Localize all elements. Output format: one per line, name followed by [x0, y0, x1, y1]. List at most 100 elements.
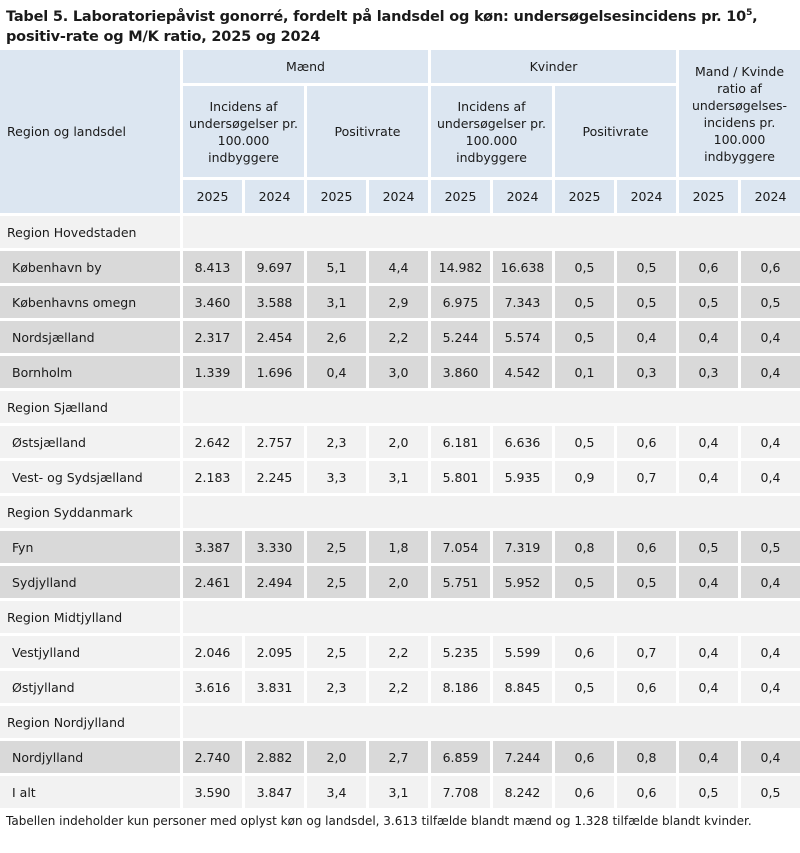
value-cell: 0,1 [555, 356, 614, 388]
value-cell: 0,9 [555, 461, 614, 493]
value-cell: 1.696 [245, 356, 304, 388]
value-cell: 5.801 [431, 461, 490, 493]
value-cell: 7.054 [431, 531, 490, 563]
value-cell: 1.339 [183, 356, 242, 388]
landsdel-name: Nordsjælland [0, 321, 180, 353]
value-cell: 2.454 [245, 321, 304, 353]
value-cell: 5.952 [493, 566, 552, 598]
header-maend-incidens: Incidens af undersøgelser pr. 100.000 in… [183, 86, 304, 177]
header-kvinder: Kvinder [431, 50, 676, 83]
value-cell: 0,4 [307, 356, 366, 388]
value-cell: 2.317 [183, 321, 242, 353]
header-ratio: Mand / Kvinde ratio af undersøgelses-inc… [679, 50, 800, 177]
landsdel-name: København by [0, 251, 180, 283]
value-cell: 2,9 [369, 286, 428, 318]
value-cell: 6.859 [431, 741, 490, 773]
landsdel-name: Vest- og Sydsjælland [0, 461, 180, 493]
value-cell: 3,1 [369, 776, 428, 808]
table-row: Østsjælland 2.642 2.757 2,3 2,0 6.181 6.636 0,5… [0, 426, 800, 458]
table-row: Sydjylland 2.461 2.494 2,5 2,0 5.751 5.952 0,5 0… [0, 566, 800, 598]
value-cell: 0,5 [741, 776, 800, 808]
table-row: Østjylland 3.616 3.831 2,3 2,2 8.186 8.845 0,5 0… [0, 671, 800, 703]
value-cell: 2.757 [245, 426, 304, 458]
value-cell: 2.642 [183, 426, 242, 458]
value-cell: 0,4 [741, 461, 800, 493]
value-cell: 5.574 [493, 321, 552, 353]
value-cell: 2.882 [245, 741, 304, 773]
value-cell: 0,5 [617, 286, 676, 318]
value-cell: 0,5 [679, 286, 738, 318]
value-cell: 6.636 [493, 426, 552, 458]
header-year: 2025 [679, 180, 738, 213]
value-cell: 4,4 [369, 251, 428, 283]
value-cell: 2,2 [369, 636, 428, 668]
value-cell: 7.244 [493, 741, 552, 773]
value-cell: 2.461 [183, 566, 242, 598]
value-cell: 0,6 [617, 671, 676, 703]
region-name: Region Sjælland [0, 391, 180, 423]
region-header-row: Region Syddanmark [0, 496, 800, 528]
table-row: Nordsjælland 2.317 2.454 2,6 2,2 5.244 5.574 0,… [0, 321, 800, 353]
value-cell: 0,5 [617, 251, 676, 283]
value-cell: 0,4 [679, 636, 738, 668]
value-cell: 8.845 [493, 671, 552, 703]
value-cell: 8.413 [183, 251, 242, 283]
header-year: 2025 [307, 180, 366, 213]
value-cell: 0,5 [741, 531, 800, 563]
region-name: Region Midtjylland [0, 601, 180, 633]
value-cell: 0,5 [741, 286, 800, 318]
value-cell: 2,3 [307, 426, 366, 458]
value-cell: 0,4 [679, 461, 738, 493]
header-year: 2025 [555, 180, 614, 213]
value-cell: 0,8 [555, 531, 614, 563]
value-cell: 0,5 [555, 566, 614, 598]
value-cell: 3.831 [245, 671, 304, 703]
landsdel-name: Østjylland [0, 671, 180, 703]
value-cell: 2.740 [183, 741, 242, 773]
region-spacer [183, 601, 800, 633]
value-cell: 3,1 [369, 461, 428, 493]
value-cell: 2,0 [369, 426, 428, 458]
value-cell: 2.095 [245, 636, 304, 668]
header-year: 2024 [369, 180, 428, 213]
value-cell: 0,7 [617, 636, 676, 668]
value-cell: 3.387 [183, 531, 242, 563]
table-row: Nordjylland 2.740 2.882 2,0 2,7 6.859 7.244 0,6… [0, 741, 800, 773]
value-cell: 2,5 [307, 531, 366, 563]
value-cell: 2,6 [307, 321, 366, 353]
value-cell: 1,8 [369, 531, 428, 563]
landsdel-name: Fyn [0, 531, 180, 563]
region-header-row: Region Midtjylland [0, 601, 800, 633]
header-year: 2024 [617, 180, 676, 213]
value-cell: 3,3 [307, 461, 366, 493]
value-cell: 0,4 [679, 426, 738, 458]
value-cell: 0,3 [679, 356, 738, 388]
value-cell: 0,5 [555, 321, 614, 353]
value-cell: 0,7 [617, 461, 676, 493]
value-cell: 0,4 [679, 321, 738, 353]
value-cell: 8.242 [493, 776, 552, 808]
value-cell: 7.708 [431, 776, 490, 808]
table-row: Københavns omegn 3.460 3.588 3,1 2,9 6.975 7.3… [0, 286, 800, 318]
value-cell: 0,8 [617, 741, 676, 773]
footnote: Tabellen indeholder kun personer med opl… [6, 814, 752, 828]
value-cell: 5.935 [493, 461, 552, 493]
landsdel-name: Nordjylland [0, 741, 180, 773]
region-header-row: Region Nordjylland [0, 706, 800, 738]
data-table: Region og landsdel Mænd Kvinder Mand / K… [0, 47, 800, 811]
value-cell: 16.638 [493, 251, 552, 283]
header-year: 2024 [245, 180, 304, 213]
table-row: Vestjylland 2.046 2.095 2,5 2,2 5.235 5.599 0,6… [0, 636, 800, 668]
value-cell: 0,6 [617, 426, 676, 458]
table-row: Fyn 3.387 3.330 2,5 1,8 7.054 7.319 0,8 0,6 0,5 0,… [0, 531, 800, 563]
value-cell: 0,5 [555, 426, 614, 458]
landsdel-name: Bornholm [0, 356, 180, 388]
value-cell: 0,6 [555, 741, 614, 773]
value-cell: 9.697 [245, 251, 304, 283]
table-row: København by 8.413 9.697 5,1 4,4 14.982 16.638… [0, 251, 800, 283]
value-cell: 0,4 [741, 566, 800, 598]
region-spacer [183, 391, 800, 423]
value-cell: 2.245 [245, 461, 304, 493]
region-spacer [183, 496, 800, 528]
header-maend: Mænd [183, 50, 428, 83]
